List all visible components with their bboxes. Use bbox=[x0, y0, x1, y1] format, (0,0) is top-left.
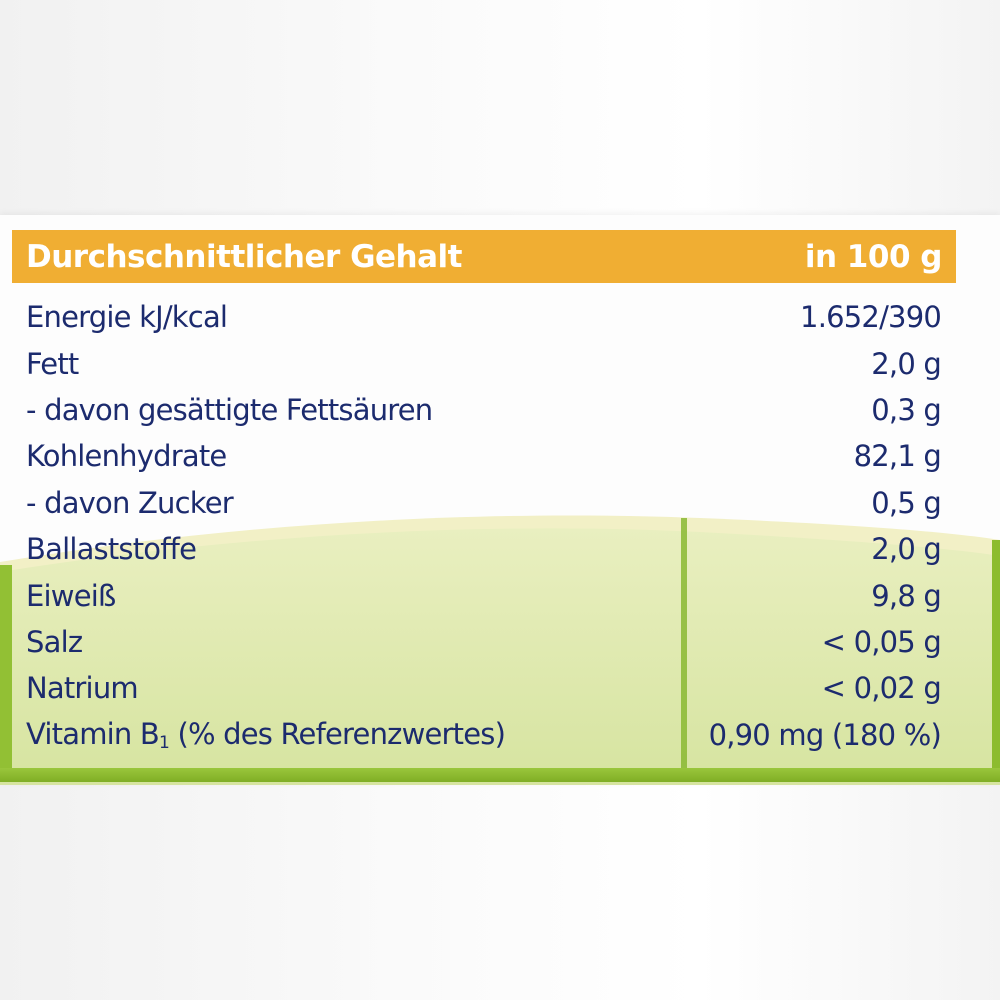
nutrition-table: Durchschnittlicher Gehalt in 100 g Energ… bbox=[12, 230, 956, 758]
table-row-fiber: Ballaststoffe 2,0 g bbox=[12, 526, 956, 572]
row-label: Salz bbox=[26, 624, 83, 659]
table-row-energy: Energie kJ/kcal 1.652/390 bbox=[12, 294, 956, 340]
table-row-sugar: - davon Zucker 0,5 g bbox=[12, 480, 956, 526]
row-label: - davon gesättigte Fettsäuren bbox=[26, 392, 433, 427]
row-label: Eiweiß bbox=[26, 578, 116, 613]
table-row-vitamin-b1: Vitamin B1 (% des Referenzwertes) 0,90 m… bbox=[12, 712, 956, 758]
left-green-edge bbox=[0, 565, 12, 770]
row-value: 82,1 g bbox=[853, 439, 942, 474]
row-value: 0,90 mg (180 %) bbox=[708, 717, 942, 752]
table-row-protein: Eiweiß 9,8 g bbox=[12, 572, 956, 618]
row-value: 0,5 g bbox=[871, 485, 942, 520]
row-label: Ballaststoffe bbox=[26, 532, 197, 567]
row-label: Natrium bbox=[26, 671, 139, 706]
right-green-edge bbox=[992, 540, 1000, 770]
table-row-fat: Fett 2,0 g bbox=[12, 340, 956, 386]
header-unit: in 100 g bbox=[804, 238, 943, 275]
label-prefix: Vitamin B bbox=[26, 716, 160, 751]
table-rows: Energie kJ/kcal 1.652/390 Fett 2,0 g - d… bbox=[12, 283, 956, 758]
table-row-saturated-fat: - davon gesättigte Fettsäuren 0,3 g bbox=[12, 387, 956, 433]
row-value: 9,8 g bbox=[871, 578, 942, 613]
green-wave-background bbox=[0, 500, 1000, 785]
table-row-salt: Salz < 0,05 g bbox=[12, 619, 956, 665]
row-value: 1.652/390 bbox=[800, 300, 942, 335]
row-label: Kohlenhydrate bbox=[26, 439, 227, 474]
row-value: 2,0 g bbox=[871, 532, 942, 567]
table-row-carbohydrates: Kohlenhydrate 82,1 g bbox=[12, 433, 956, 479]
row-label: Energie kJ/kcal bbox=[26, 300, 228, 335]
label-suffix: (% des Referenzwertes) bbox=[169, 716, 506, 751]
header-label: Durchschnittlicher Gehalt bbox=[26, 238, 462, 275]
row-value: 2,0 g bbox=[871, 346, 942, 381]
row-value: < 0,05 g bbox=[821, 624, 942, 659]
table-header: Durchschnittlicher Gehalt in 100 g bbox=[12, 230, 956, 283]
row-value: < 0,02 g bbox=[821, 671, 942, 706]
row-label: Fett bbox=[26, 346, 79, 381]
table-row-sodium: Natrium < 0,02 g bbox=[12, 665, 956, 711]
column-divider bbox=[681, 518, 687, 770]
bottom-green-bar bbox=[0, 768, 1000, 782]
row-label: - davon Zucker bbox=[26, 485, 234, 520]
row-value: 0,3 g bbox=[871, 392, 942, 427]
row-label: Vitamin B1 (% des Referenzwertes) bbox=[26, 716, 506, 753]
label-subscript: 1 bbox=[159, 732, 170, 753]
